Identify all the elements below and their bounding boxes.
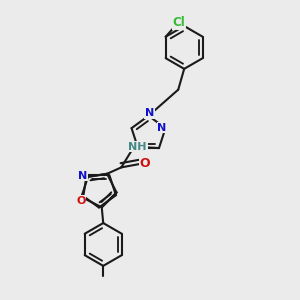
Text: N: N	[78, 171, 87, 181]
Text: N: N	[137, 142, 146, 152]
Text: Cl: Cl	[172, 16, 185, 29]
Text: NH: NH	[128, 142, 147, 152]
Text: O: O	[140, 157, 150, 170]
Text: O: O	[76, 196, 86, 206]
Text: N: N	[157, 122, 167, 133]
Text: N: N	[145, 108, 154, 118]
